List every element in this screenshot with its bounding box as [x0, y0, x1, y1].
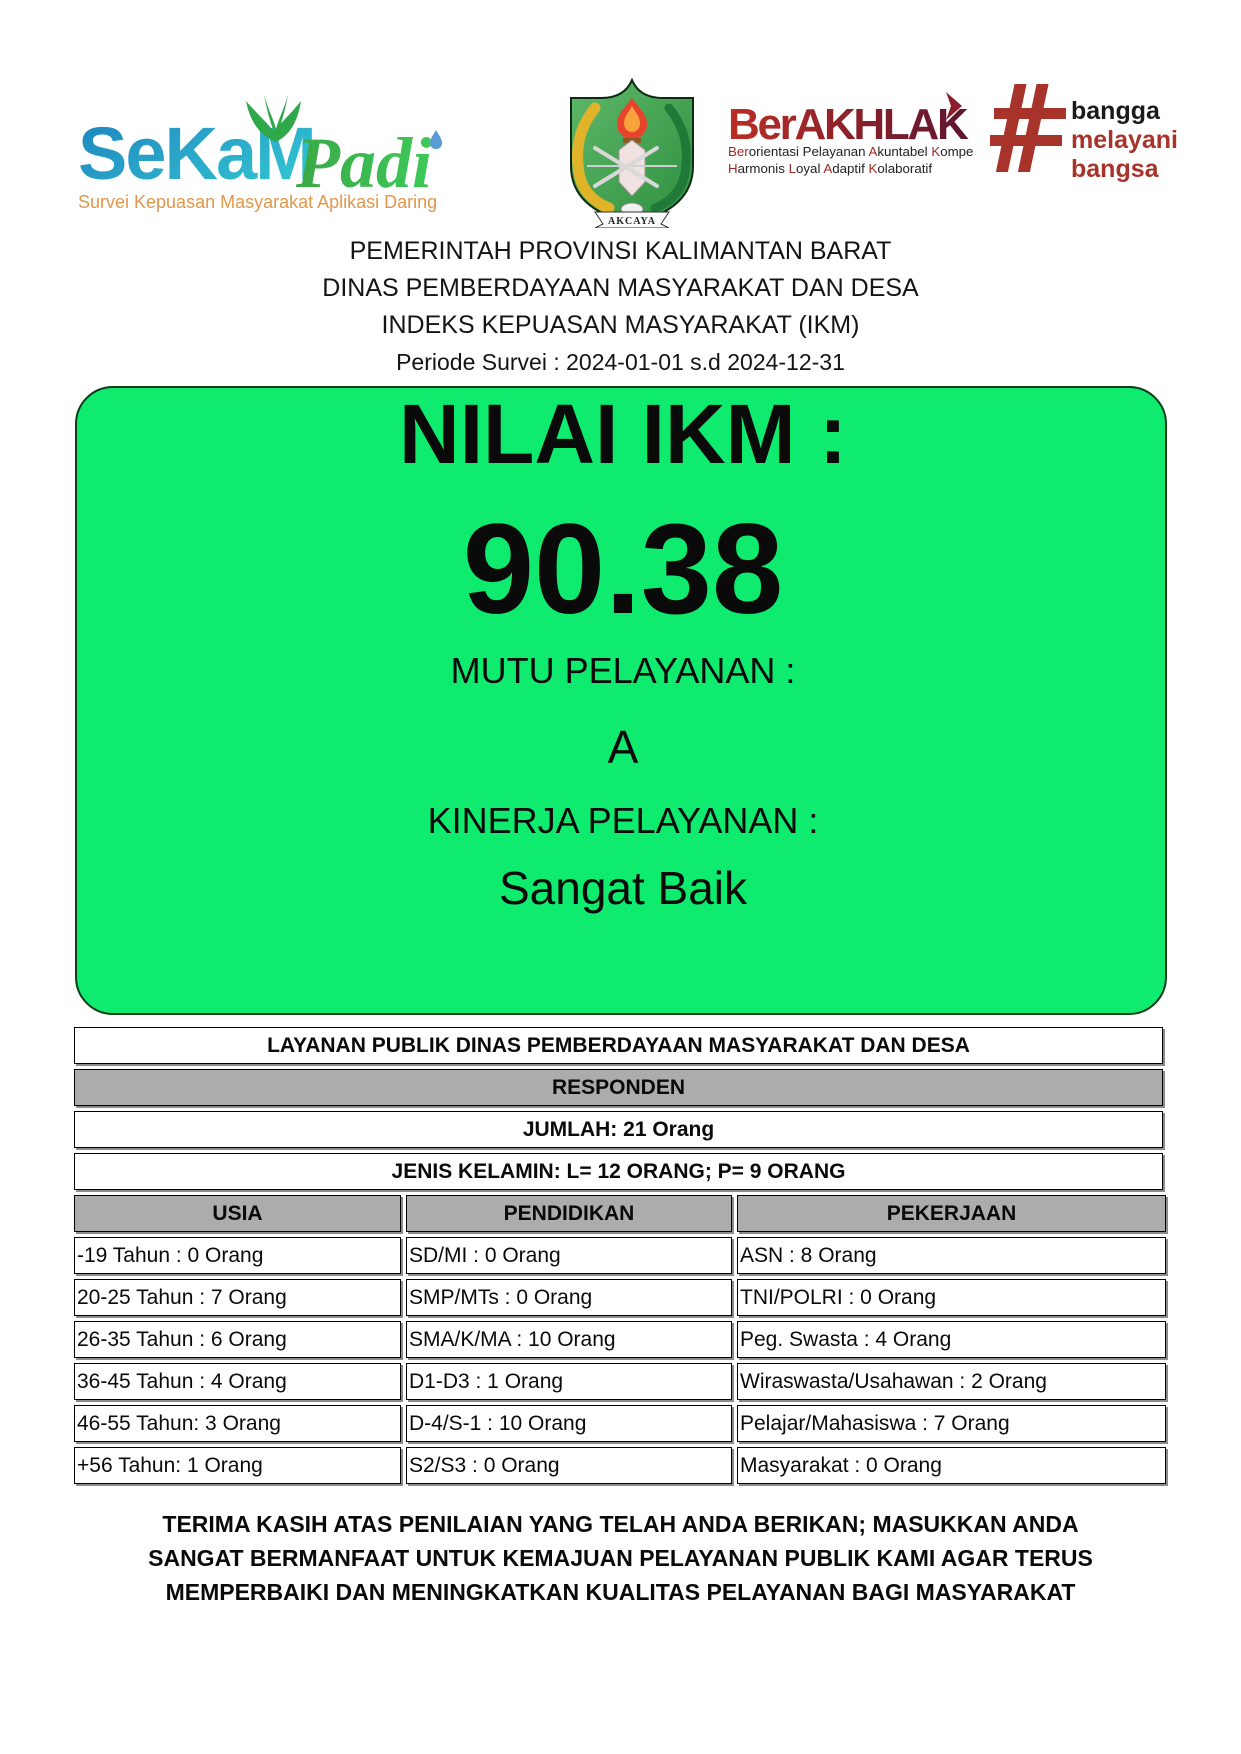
- svg-text:bangga: bangga: [1071, 97, 1161, 125]
- svg-text:Survei Kepuasan Masyarakat Apl: Survei Kepuasan Masyarakat Aplikasi Dari…: [78, 192, 437, 212]
- svg-text:melayani: melayani: [1071, 126, 1178, 154]
- svg-text:Harmonis Loyal Adaptif Kolabor: Harmonis Loyal Adaptif Kolaboratif: [728, 161, 932, 176]
- svg-text:BerAKHLAK: BerAKHLAK: [728, 100, 969, 149]
- svg-text:bangsa: bangsa: [1071, 155, 1160, 183]
- svg-text:Berorientasi Pelayanan Akuntab: Berorientasi Pelayanan Akuntabel Kompete…: [728, 144, 973, 159]
- svg-text:Padi: Padi: [295, 123, 432, 203]
- svg-text:AKCAYA: AKCAYA: [608, 216, 656, 227]
